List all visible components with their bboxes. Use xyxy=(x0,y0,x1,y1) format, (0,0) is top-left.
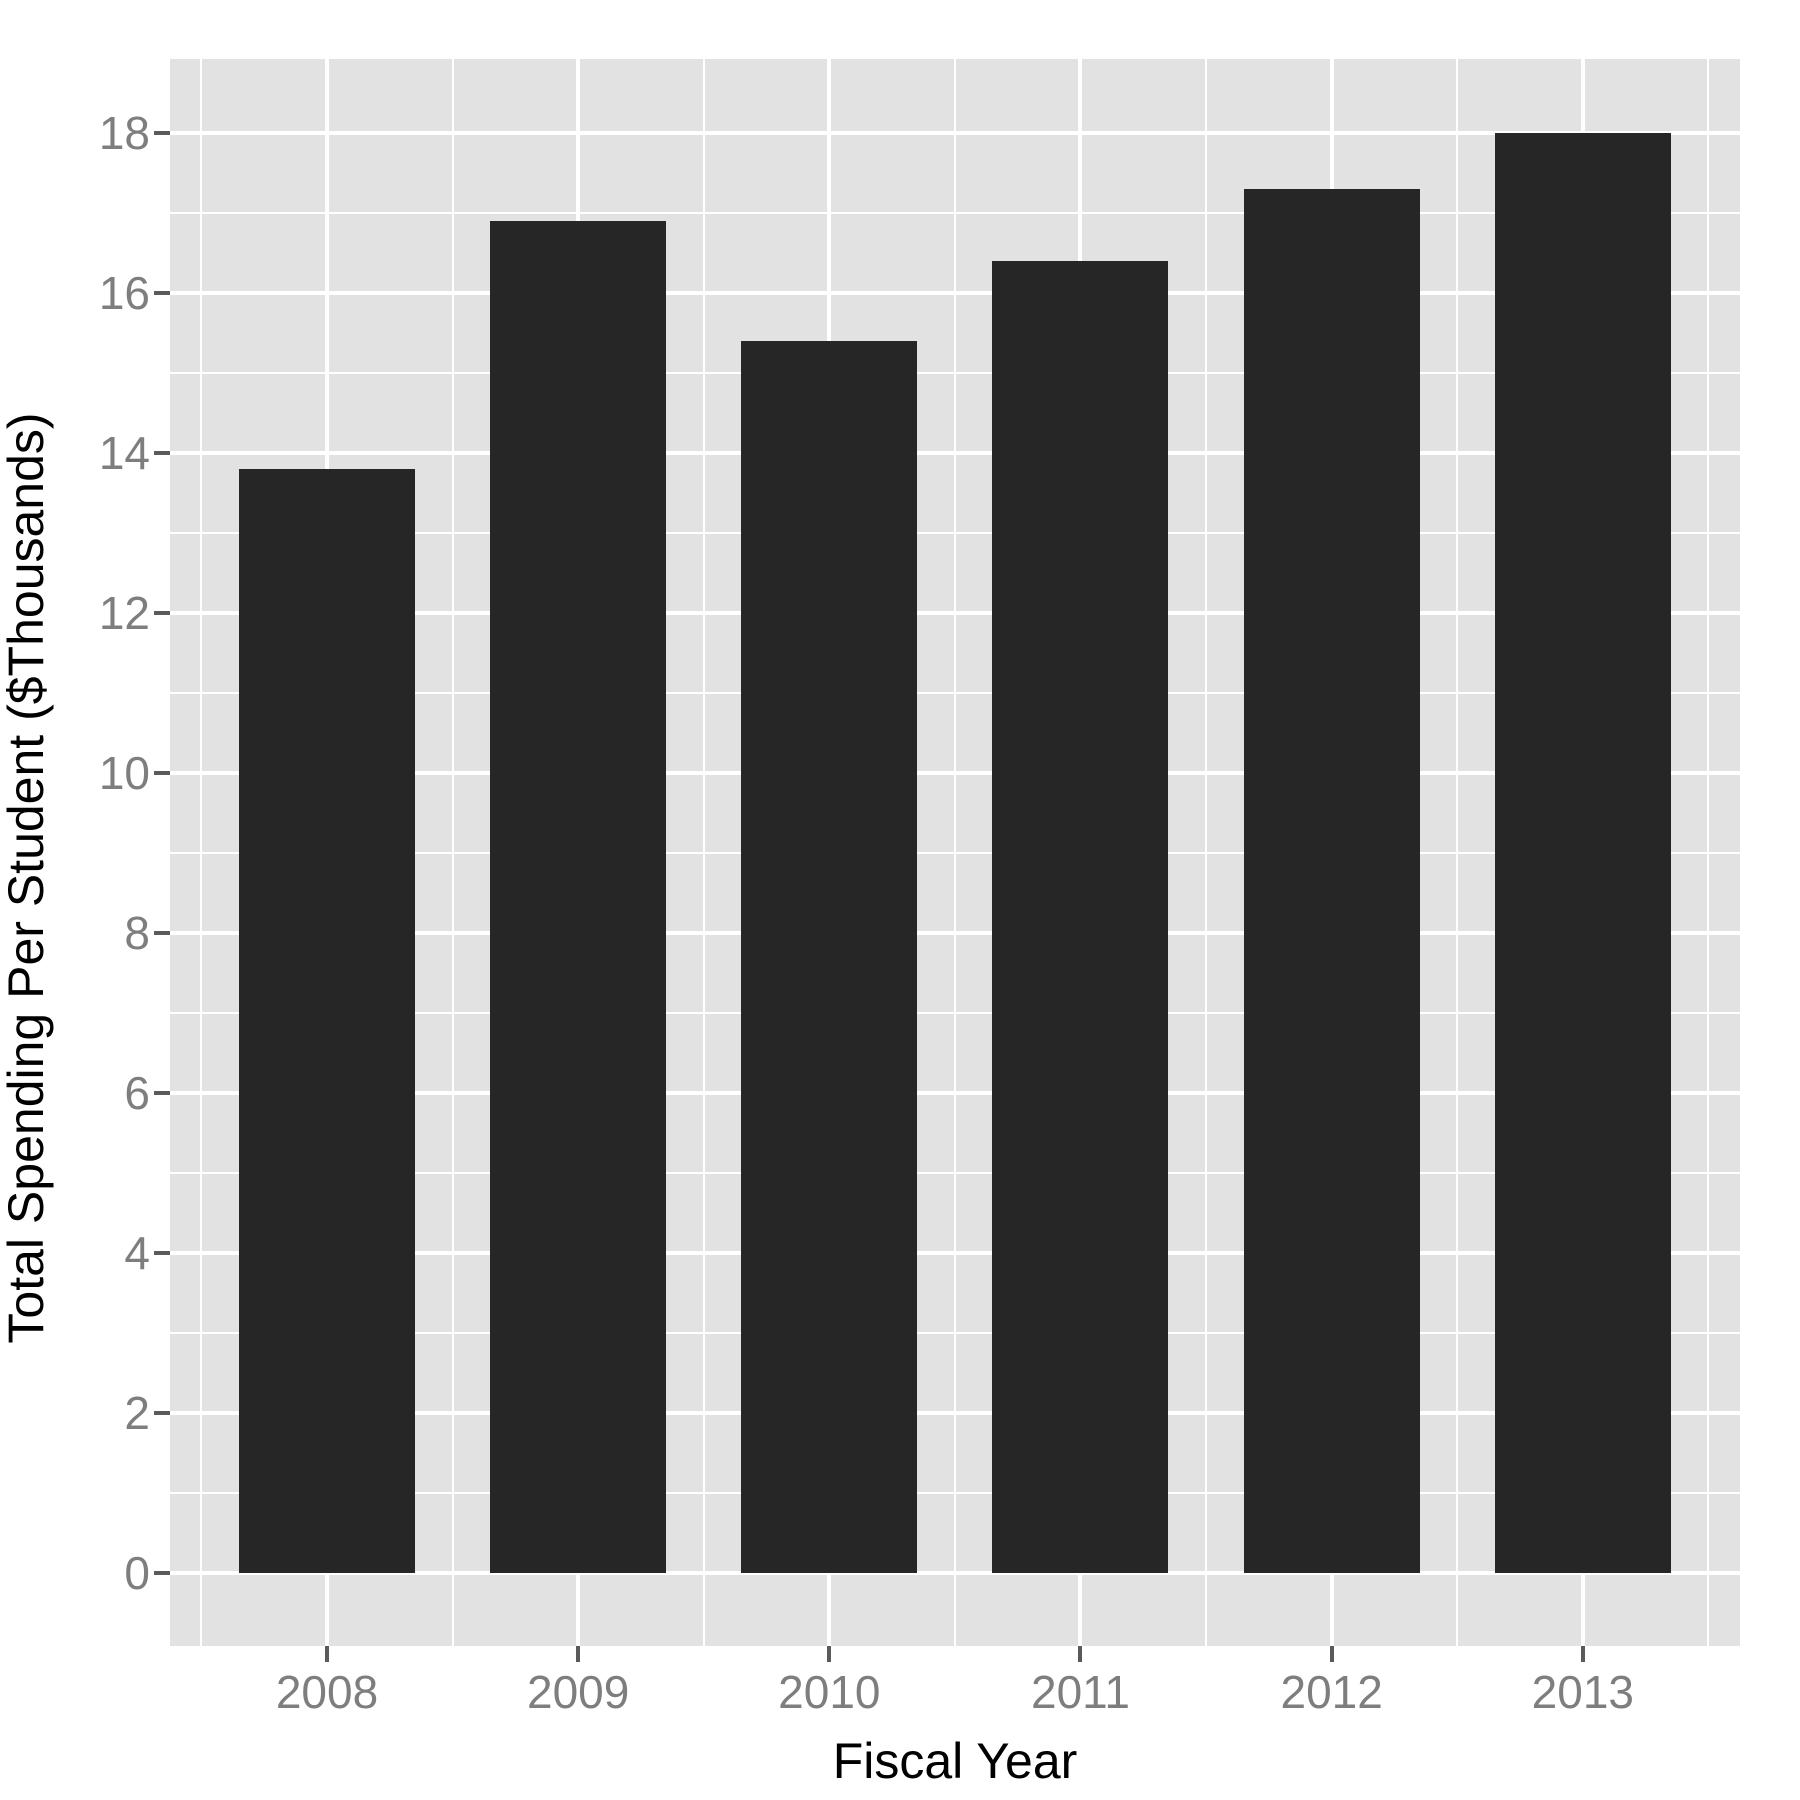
x-tick-label: 2011 xyxy=(1031,1666,1130,1718)
y-tick-label: 12 xyxy=(98,587,150,639)
y-tick-label: 16 xyxy=(98,267,150,319)
y-tick-label: 4 xyxy=(124,1227,150,1279)
gridline-minor-vertical xyxy=(200,59,203,1646)
x-tick-label: 2010 xyxy=(778,1666,881,1718)
y-tick-mark xyxy=(154,1251,170,1255)
y-tick-label: 10 xyxy=(98,747,150,799)
gridline-minor-vertical xyxy=(1456,59,1459,1646)
y-tick-label: 0 xyxy=(124,1547,150,1599)
y-tick-label: 8 xyxy=(124,907,150,959)
gridline-minor-vertical xyxy=(702,59,705,1646)
gridline-minor-vertical xyxy=(451,59,454,1646)
x-tick-label: 2013 xyxy=(1531,1666,1634,1718)
bar-2012 xyxy=(1243,189,1420,1573)
x-tick-mark xyxy=(576,1646,581,1662)
x-tick-label: 2012 xyxy=(1280,1666,1383,1718)
x-tick-label: 2009 xyxy=(526,1666,630,1718)
x-axis-title: Fiscal Year xyxy=(832,1733,1078,1789)
y-tick-mark xyxy=(154,291,170,295)
x-tick-label: 2008 xyxy=(275,1666,379,1718)
y-tick-label: 18 xyxy=(98,107,150,159)
x-tick-mark xyxy=(1580,1646,1585,1662)
y-tick-mark xyxy=(154,931,170,935)
bar-2013 xyxy=(1494,133,1671,1573)
y-tick-mark xyxy=(154,1571,170,1575)
y-tick-mark xyxy=(154,451,170,455)
gridline-minor-vertical xyxy=(1205,59,1208,1646)
x-tick-mark xyxy=(1078,1646,1083,1662)
y-tick-mark xyxy=(154,131,170,135)
y-tick-label: 6 xyxy=(124,1067,150,1119)
x-tick-mark xyxy=(827,1646,832,1662)
y-tick-mark xyxy=(154,1411,170,1415)
y-tick-label: 14 xyxy=(98,427,150,479)
gridline-minor-vertical xyxy=(1707,59,1710,1646)
gridline-minor-vertical xyxy=(953,59,956,1646)
y-tick-mark xyxy=(154,771,170,775)
y-tick-mark xyxy=(154,1091,170,1095)
bar-2008 xyxy=(239,469,415,1573)
x-tick-mark xyxy=(1329,1646,1334,1662)
plot-panel xyxy=(170,59,1740,1646)
bar-2010 xyxy=(741,341,918,1573)
y-axis-title: Total Spending Per Student ($Thousands) xyxy=(0,412,54,1344)
bar-2011 xyxy=(992,261,1169,1573)
x-tick-mark xyxy=(325,1646,329,1662)
y-tick-mark xyxy=(154,611,170,615)
bar-2009 xyxy=(490,221,667,1573)
y-tick-label: 2 xyxy=(124,1387,150,1439)
